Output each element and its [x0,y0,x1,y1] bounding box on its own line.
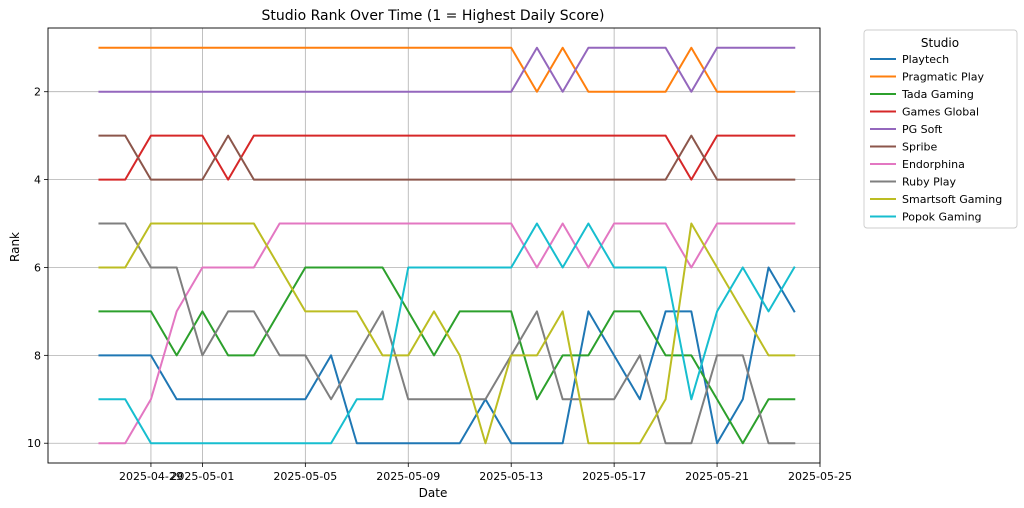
series-line-ruby-play [98,222,796,445]
y-axis-ticks: 2 4 6 8 10 [27,86,48,450]
y-tick-label: 10 [27,437,41,450]
legend-label-spribe: Spribe [902,141,938,154]
series-line-smartsoft-gaming [98,222,796,445]
series-line-endorphina [98,222,796,445]
y-tick-label: 2 [34,86,41,99]
series-line-popok-gaming [98,222,796,445]
x-tick-label: 2025-05-01 [170,470,234,483]
series-line-pragmatic-play [98,46,796,93]
legend-label-popok-gaming: Popok Gaming [902,211,982,224]
legend-label-pragmatic-play: Pragmatic Play [902,71,984,84]
chart-title: Studio Rank Over Time (1 = Highest Daily… [262,8,605,24]
y-axis-label: Rank [8,232,22,262]
legend-label-tada-gaming: Tada Gaming [901,88,974,101]
y-tick-label: 8 [34,349,41,362]
x-tick-label: 2025-05-05 [273,470,337,483]
series-line-games-global [98,134,796,181]
legend-label-endorphina: Endorphina [902,158,965,171]
x-tick-label: 2025-04-29 [119,470,183,483]
legend-label-games-global: Games Global [902,106,979,119]
legend-label-playtech: Playtech [902,53,949,66]
legend-title: Studio [921,36,959,50]
series-lines [98,46,796,445]
legend-items: Playtech Pragmatic Play Tada Gaming Games G… [870,53,1002,224]
plot-area-frame [47,27,821,464]
x-tick-label: 2025-05-17 [582,470,646,483]
y-tick-label: 4 [34,174,41,187]
legend: Studio Playtech Pragmatic Play Tada Gaming… [863,29,1018,229]
series-line-pg-soft [98,46,796,93]
x-tick-label: 2025-05-25 [788,470,852,483]
x-axis-label: Date [419,486,448,500]
legend-label-pg-soft: PG Soft [902,123,943,136]
x-tick-label: 2025-05-09 [376,470,440,483]
legend-label-smartsoft-gaming: Smartsoft Gaming [902,193,1002,206]
x-tick-label: 2025-05-21 [685,470,749,483]
legend-box [863,29,1018,229]
x-tick-label: 2025-05-13 [479,470,543,483]
legend-label-ruby-play: Ruby Play [902,176,957,189]
series-line-spribe [98,134,796,181]
y-tick-label: 6 [34,261,41,274]
